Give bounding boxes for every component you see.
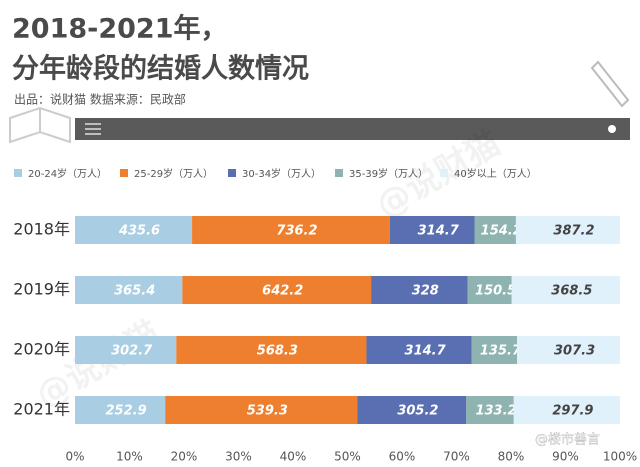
data-label: 435.6 [118,224,160,239]
x-tick-label: 60% [389,450,416,464]
x-tick-label: 20% [171,450,198,464]
y-tick-label: 2020年 [13,340,70,359]
title: 分年龄段的结婚人数情况 [12,53,309,85]
pencil-icon [590,60,630,108]
bar-segment [511,276,620,304]
data-label: 328 [412,284,439,299]
bar-segment [75,336,177,364]
bar-segment [75,216,193,244]
data-label: 154.2 [481,224,522,239]
x-tick-label: 40% [280,450,307,464]
bar-segment [513,396,620,424]
bar-segment [466,396,514,424]
data-label: 150.5 [475,284,516,299]
data-label: 314.7 [418,224,460,239]
x-tick-label: 10% [116,450,143,464]
subtitle: 出品：说财猫 数据来源：民政部 [14,92,186,107]
bar-segment [75,276,183,304]
data-label: 135.7 [480,344,522,359]
bar-segment [75,396,166,424]
title: 2018-2021年， [12,13,228,45]
bar-segment [471,336,518,364]
legend-swatch [440,169,448,177]
data-label: 387.2 [553,224,594,239]
dot-icon [608,125,616,133]
x-tick-label: 0% [65,450,84,464]
legend-label: 40岁以上（万人） [454,167,537,180]
legend-swatch [14,169,22,177]
bar-segment [515,216,620,244]
data-label: 314.7 [405,344,447,359]
y-tick-label: 2021年 [13,400,70,419]
data-label: 568.3 [257,344,298,359]
x-tick-label: 50% [334,450,361,464]
x-tick-label: 90% [552,450,579,464]
data-label: 305.2 [397,404,438,419]
legend-label: 30-34岁（万人） [242,167,321,180]
bar-segment [474,216,516,244]
data-label: 307.3 [554,344,595,359]
x-tick-label: 100% [603,450,637,464]
data-label: 539.3 [247,404,288,419]
bar-segment [192,216,390,244]
bar-segment [176,336,367,364]
legend-swatch [228,169,236,177]
data-label: 133.2 [475,404,516,419]
x-tick-label: 30% [225,450,252,464]
header-bar [75,118,630,140]
bar-segment [366,336,472,364]
legend-label: 20-24岁（万人） [28,167,107,180]
bar-segment [389,216,475,244]
legend-swatch [120,169,128,177]
y-tick-label: 2018年 [13,220,70,239]
bar-segment [467,276,512,304]
bar-segment [165,396,358,424]
book-icon [9,106,71,144]
bar-segment [517,336,620,364]
legend-label: 25-29岁（万人） [134,167,213,180]
data-label: 642.2 [262,284,303,299]
y-tick-label: 2019年 [13,280,70,299]
data-label: 736.2 [276,224,317,239]
menu-icon [85,123,101,135]
legend-swatch [335,169,343,177]
x-tick-label: 80% [498,450,525,464]
bar-segment [182,276,372,304]
data-label: 302.7 [111,344,153,359]
data-label: 297.9 [552,404,593,419]
x-tick-label: 70% [443,450,470,464]
data-label: 368.5 [551,284,592,299]
bar-segment [357,396,467,424]
legend-label: 35-39岁（万人） [349,167,428,180]
watermark: @楼市善言 [535,432,600,448]
data-label: 365.4 [114,284,155,299]
data-label: 252.9 [106,404,147,419]
bar-segment [371,276,468,304]
